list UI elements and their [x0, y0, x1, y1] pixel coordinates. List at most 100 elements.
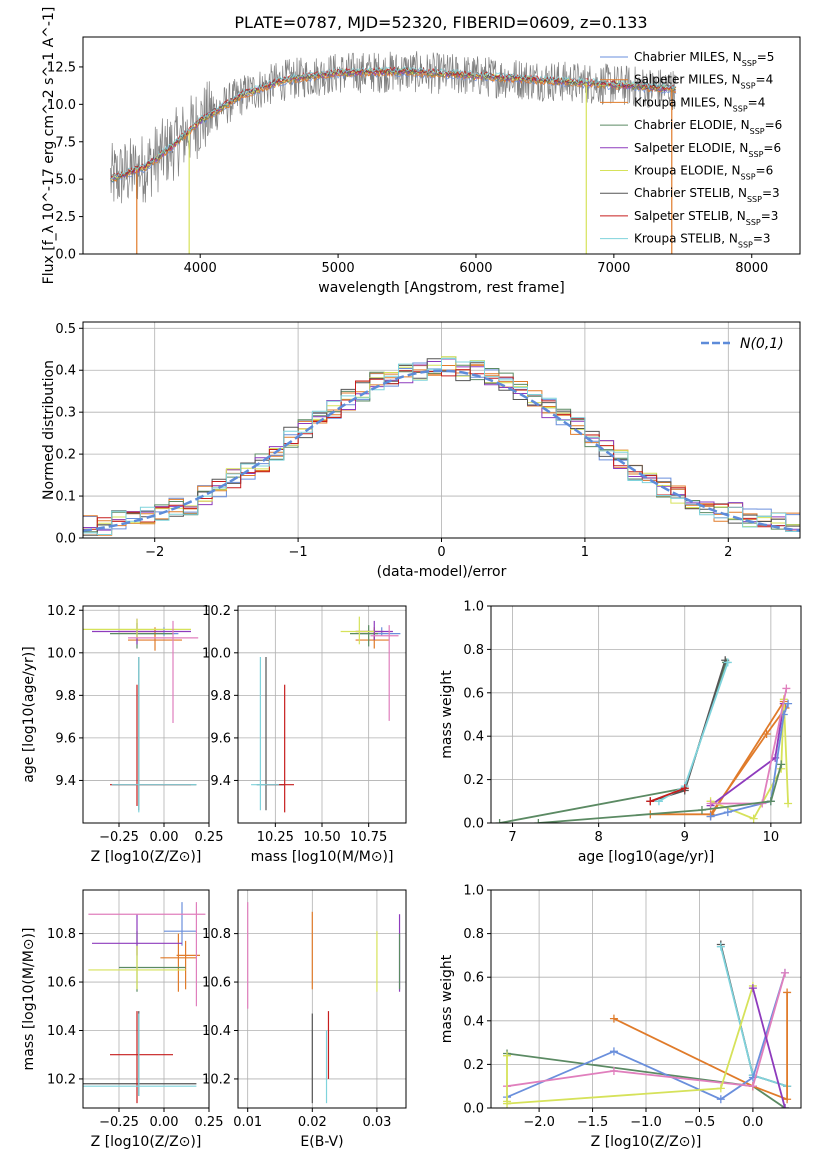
spectrum-legend-label: Chabrier STELIB, NSSP=3	[634, 186, 780, 204]
mass_weight_vs_Z-marker	[748, 984, 757, 993]
age_vs_mass-xtick-label: 10.25	[257, 830, 294, 845]
mass_weight_vs_Z-marker	[783, 988, 792, 997]
spectrum-ytick-label: 2.5	[55, 210, 76, 225]
mass_weight_vs_Z-line	[719, 946, 788, 1088]
mass_weight_vs_age-ytick-label: 0.2	[463, 773, 484, 788]
mass_vs_ebv-errorbars	[247, 902, 401, 1104]
mass_weight_vs_age-ytick-label: 0.4	[463, 730, 484, 745]
spectrum-xtick-label: 6000	[459, 261, 492, 276]
mass_weight_vs_age-marker	[782, 684, 791, 693]
age_vs_Z-ytick-label: 9.6	[55, 731, 76, 746]
mass_weight_vs_Z-marker	[716, 1095, 725, 1104]
spectrum-legend-label: Kroupa ELODIE, NSSP=6	[634, 164, 773, 182]
mass_vs_Z-ytick-label: 10.4	[47, 1024, 76, 1039]
spectrum-frame	[82, 36, 801, 255]
mass_weight_vs_Z-xtick-label: −0.5	[684, 1115, 716, 1130]
spectrum-ylabel: Flux [f_λ 10^-17 erg cm^-2 s^-1 A^-1]	[41, 7, 57, 285]
mass_vs_ebv-ytick-label: 10.2	[202, 1072, 231, 1087]
mass_weight_vs_age-marker	[777, 760, 786, 769]
spectrum-legend-label: Chabrier ELODIE, NSSP=6	[634, 118, 782, 136]
mass_weight_vs_age-xtick-label: 7	[508, 830, 516, 845]
age_vs_mass-ytick-label: 10.2	[202, 604, 231, 619]
mass_weight_vs_Z-ytick-label: 0.0	[463, 1102, 484, 1117]
residual_distribution-ytick-label: 0.2	[55, 448, 76, 463]
mass_weight_vs_Z-xtick-label: −1.0	[630, 1115, 662, 1130]
spectrum-legend-label: Kroupa MILES, NSSP=4	[634, 95, 765, 113]
mass_weight_vs_Z-marker	[503, 1051, 512, 1060]
spectrum-legend-label: Salpeter MILES, NSSP=4	[634, 73, 773, 91]
mass_vs_ebv-ytick-label: 10.4	[202, 1024, 231, 1039]
age_vs_Z-errorbars	[83, 618, 199, 813]
spectrum-xtick-label: 5000	[322, 261, 355, 276]
mass_weight_vs_age-marker	[646, 797, 655, 806]
mass_weight_vs_Z-marker	[609, 1047, 618, 1056]
mass_weight_vs_age-marker	[723, 658, 732, 667]
mass_weight_vs_Z-marker	[716, 1084, 725, 1093]
residual_distribution-xtick-label: 1	[581, 545, 589, 560]
spectrum-legend-label: Kroupa STELIB, NSSP=3	[634, 232, 771, 250]
residual_distribution-xtick-label: −1	[289, 545, 308, 560]
spectrum-xtick-label: 7000	[597, 261, 630, 276]
mass_weight_vs_Z-xtick-label: 0.0	[743, 1115, 764, 1130]
mass_vs_Z-xlabel: Z [log10(Z/Z⊙)]	[91, 1134, 202, 1150]
mass_weight_vs_Z-line	[719, 944, 788, 1088]
residual-histogram-line	[83, 358, 800, 535]
mass_weight_vs_age-marker	[784, 699, 793, 708]
mass_weight_vs_age-marker	[680, 784, 689, 793]
spectrum-ytick-label: 0.0	[55, 248, 76, 263]
spectrum-model-line	[110, 68, 677, 183]
mass_weight_vs_age-marker	[723, 808, 732, 817]
mass_vs_ebv-xtick-label: 0.01	[233, 1115, 262, 1130]
mass_weight_vs_Z-ytick-label: 0.2	[463, 1058, 484, 1073]
normal-legend-label: N(0,1)	[740, 336, 784, 352]
mass_weight_vs_age-xtick-label: 8	[594, 830, 602, 845]
mass_weight_vs_Z-xtick-label: −2.0	[523, 1115, 555, 1130]
mass_weight_vs_age-marker	[784, 799, 793, 808]
spectrum-legend-label: Salpeter ELODIE, NSSP=6	[634, 141, 781, 159]
mass_weight_vs_age-xtick-label: 10	[763, 830, 780, 845]
mass_vs_Z-xtick-label: 0.00	[150, 1115, 179, 1130]
spectrum-xtick-label: 4000	[184, 261, 217, 276]
age_vs_mass-errorbars	[251, 616, 401, 813]
spectrum-legend-label: Salpeter STELIB, NSSP=3	[634, 209, 778, 227]
spectrum-xtick-label: 8000	[735, 261, 768, 276]
mass_vs_Z-axes	[83, 890, 210, 1108]
age_vs_Z-ytick-label: 9.8	[55, 689, 76, 704]
mass_weight_vs_Z-marker	[716, 942, 725, 951]
age_vs_Z-xlabel: Z [log10(Z/Z⊙)]	[91, 849, 202, 865]
figure-title: PLATE=0787, MJD=52320, FIBERID=0609, z=0…	[234, 13, 647, 32]
mass_vs_Z-ytick-label: 10.6	[47, 976, 76, 991]
mass_vs_ebv-xtick-label: 0.02	[298, 1115, 327, 1130]
mass_weight_vs_Z-xtick-label: −1.5	[577, 1115, 609, 1130]
spectrum-lines	[110, 51, 677, 254]
mass_weight_vs_age-axes	[491, 605, 801, 824]
mass_weight_vs_Z-xlabel: Z [log10(Z/Z⊙)]	[591, 1134, 702, 1150]
mass_weight_vs_age-ytick-label: 0.6	[463, 686, 484, 701]
mass_weight_vs_Z-marker	[780, 968, 789, 977]
mass_weight_vs_Z-marker	[503, 1097, 512, 1106]
mass_weight_vs_Z-line	[752, 987, 786, 1108]
mass_vs_Z-xtick-label: −0.25	[99, 1115, 139, 1130]
mass_weight_vs_age-marker	[749, 814, 758, 823]
residual_distribution-xlabel: (data-model)/error	[377, 564, 507, 580]
age_vs_Z-ytick-label: 10.0	[47, 646, 76, 661]
residual-steps	[83, 356, 800, 536]
age_vs_mass-ytick-label: 9.6	[210, 731, 231, 746]
mass_weight_vs_Z-series	[503, 940, 792, 1108]
mass_weight_vs_Z-ytick-label: 1.0	[463, 884, 484, 899]
mass_vs_Z-xtick-label: 0.25	[195, 1115, 224, 1130]
mass_weight_vs_Z-ytick-label: 0.8	[463, 927, 484, 942]
residual_distribution-ytick-label: 0.5	[55, 322, 76, 337]
mass_vs_Z-errorbars	[83, 902, 206, 1104]
age_vs_mass-ytick-label: 9.8	[210, 689, 231, 704]
residual_distribution-ytick-label: 0.3	[55, 406, 76, 421]
mass_weight_vs_Z-marker	[780, 1104, 789, 1108]
age_vs_Z-xtick-label: −0.25	[99, 830, 139, 845]
mass_weight_vs_age-marker	[697, 805, 706, 814]
mass_weight_vs_age-xtick-label: 9	[681, 830, 689, 845]
mass_weight_vs_age-marker	[706, 799, 715, 808]
residual_distribution-ytick-label: 0.0	[55, 532, 76, 547]
age_vs_mass-xtick-label: 10.50	[303, 830, 340, 845]
age_vs_mass-axes	[238, 606, 406, 823]
mass_weight_vs_age-marker	[534, 819, 543, 823]
